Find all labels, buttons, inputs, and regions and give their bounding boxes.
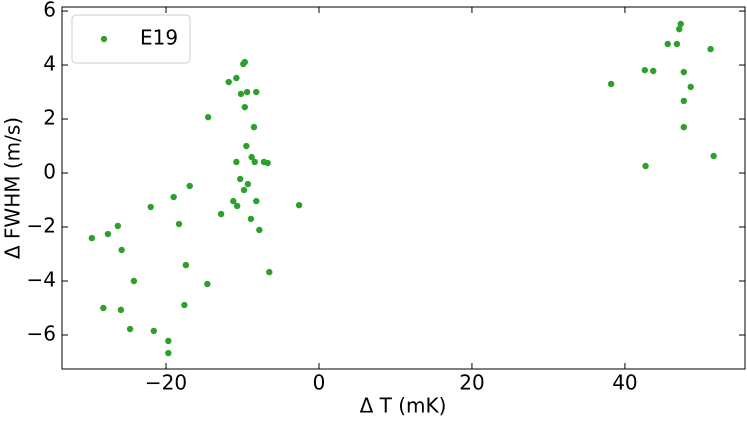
legend-box <box>71 14 191 64</box>
point <box>250 123 258 131</box>
point <box>100 304 107 312</box>
point <box>237 90 245 98</box>
y-tick-label: 0 <box>43 160 56 184</box>
point <box>253 197 260 205</box>
point <box>117 306 125 314</box>
point <box>147 203 154 211</box>
point <box>130 277 138 285</box>
point <box>237 175 244 183</box>
point <box>182 261 190 269</box>
point <box>680 123 688 131</box>
point <box>251 158 258 166</box>
x-axis-label: Δ T (mK) <box>360 394 447 418</box>
y-tick-label: −6 <box>27 321 56 345</box>
x-tick-label: 20 <box>459 371 484 395</box>
y-axis-label: Δ FWHM (m/s) <box>1 117 25 259</box>
legend-label: E19 <box>140 26 178 50</box>
point <box>243 142 250 150</box>
point <box>256 226 263 234</box>
point <box>233 74 240 82</box>
point <box>253 88 260 96</box>
point <box>233 202 241 210</box>
x-tick-label: −20 <box>145 371 187 395</box>
point <box>225 78 232 86</box>
point <box>243 88 251 96</box>
point <box>248 153 255 161</box>
point <box>241 58 248 66</box>
point <box>266 268 273 276</box>
point <box>247 215 255 223</box>
point <box>264 159 271 167</box>
point <box>150 327 157 335</box>
point <box>607 80 615 88</box>
point <box>230 197 237 205</box>
point <box>88 234 96 242</box>
legend-marker <box>100 35 108 43</box>
point <box>641 66 649 74</box>
point <box>165 337 172 345</box>
point <box>687 83 694 91</box>
y-tick-label: 2 <box>43 106 56 130</box>
point <box>680 97 688 105</box>
point <box>707 45 714 53</box>
point <box>217 210 225 218</box>
point <box>118 246 125 254</box>
point <box>241 103 248 111</box>
point <box>664 40 671 48</box>
point <box>673 40 681 48</box>
point <box>642 162 649 170</box>
point <box>170 193 177 201</box>
point <box>240 186 248 194</box>
point <box>233 158 240 166</box>
point <box>244 180 252 188</box>
y-tick-label: −2 <box>27 214 56 238</box>
point <box>126 325 134 333</box>
point <box>165 349 172 357</box>
point <box>677 20 684 28</box>
point <box>295 201 303 209</box>
point <box>186 182 193 190</box>
point <box>104 230 112 238</box>
x-tick-label: 0 <box>313 371 326 395</box>
point <box>114 222 122 230</box>
point <box>204 280 211 288</box>
point <box>650 67 657 75</box>
y-tick-label: 6 <box>43 0 56 22</box>
point <box>204 113 212 121</box>
point <box>175 220 183 228</box>
point <box>676 25 683 33</box>
y-tick-label: 4 <box>43 52 56 76</box>
plot-frame <box>61 6 746 370</box>
x-tick-label: 40 <box>612 371 637 395</box>
point <box>181 301 188 309</box>
point <box>710 152 717 160</box>
point <box>680 68 688 76</box>
y-tick-label: −4 <box>27 267 56 291</box>
